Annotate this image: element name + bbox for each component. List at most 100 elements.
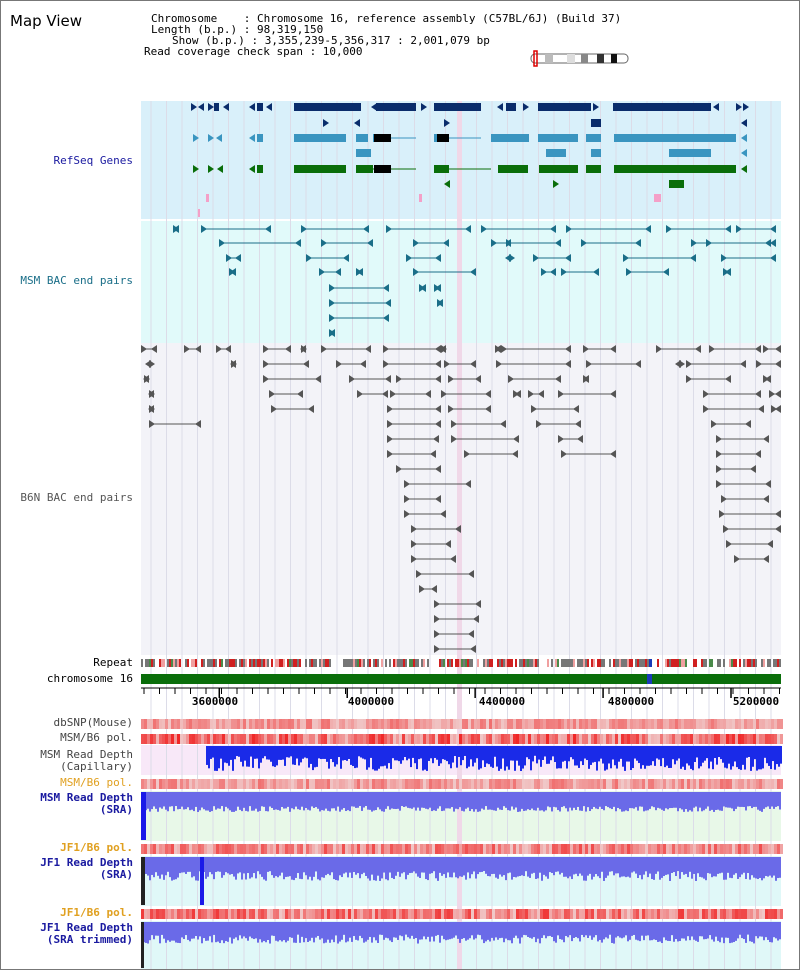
jf1-trim-depth-bar (239, 922, 241, 936)
jf1-b6-pol-heat (171, 909, 174, 919)
msm-sra-depth-bar (443, 792, 445, 811)
jf1-b6-pol-heat (249, 909, 252, 919)
jf1-sra-depth-bar (341, 857, 343, 878)
jf1-b6-pol-heat (477, 909, 480, 919)
msm-bac-pair (721, 254, 727, 262)
repeat-segment (745, 659, 747, 667)
msm-cap-depth-bar (590, 746, 592, 765)
jf1-b6-pol-heat (555, 844, 558, 854)
refseq-gene (376, 103, 416, 111)
jf1-b6-pol-heat (282, 909, 285, 919)
msm-sra-depth-bar (503, 792, 505, 807)
jf1-sra-depth-bar (373, 857, 375, 881)
msm-sra-depth-bar (603, 792, 605, 811)
msm-b6-pol-heat (354, 734, 357, 744)
msm-b6-pol-heat (474, 734, 477, 744)
dbsnp-heat (429, 719, 432, 729)
msm-cap-depth-bar (324, 746, 326, 759)
msm-sra-depth-bar (523, 792, 525, 811)
jf1-trim-depth-bar (397, 922, 399, 940)
jf1-sra-depth-bar (445, 857, 447, 878)
msm-b6-pol-heat (417, 779, 420, 789)
jf1-b6-pol-heat (573, 844, 576, 854)
repeat-segment (647, 659, 649, 667)
jf1-sra-depth-bar (497, 857, 499, 879)
jf1-sra-depth-bar (381, 857, 383, 879)
msm-b6-pol-heat (552, 734, 555, 744)
msm-b6-pol-heat (381, 779, 384, 789)
jf1-b6-pol-heat (537, 844, 540, 854)
repeat-segment (161, 659, 163, 667)
msm-cap-depth-bar (380, 746, 382, 767)
msm-sra-depth-bar (335, 792, 337, 811)
jf1-trim-depth-bar (313, 922, 315, 943)
msm-b6-pol-heat (282, 734, 285, 744)
repeat-segment (423, 659, 425, 667)
jf1-sra-depth-bar (319, 857, 321, 881)
msm-cap-depth-bar (470, 746, 472, 760)
msm-b6-pol-heat (315, 779, 318, 789)
jf1-trim-depth-bar (437, 922, 439, 935)
jf1-b6-pol-heat (258, 909, 261, 919)
jf1-sra-depth-bar (245, 857, 247, 880)
jf1-b6-pol-heat (186, 844, 189, 854)
jf1-trim-depth-bar (331, 922, 333, 940)
jf1-sra-depth-bar (215, 857, 217, 872)
msm-b6-pol-heat (345, 734, 348, 744)
msm-b6-pol-heat (204, 734, 207, 744)
msm-b6-pol-heat (714, 734, 717, 744)
jf1-b6-pol-heat (177, 844, 180, 854)
jf1-sra-depth-bar (359, 857, 361, 879)
msm-cap-depth-bar (278, 746, 280, 760)
jf1-trim-depth-bar (711, 922, 713, 940)
msm-b6-pol-heat (438, 734, 441, 744)
msm-b6-pol-heat (342, 779, 345, 789)
jf1-b6-pol-heat (399, 909, 402, 919)
jf1-sra-depth-bar (765, 857, 767, 876)
refseq-gene (421, 103, 427, 111)
jf1-sra-depth-bar (427, 857, 429, 881)
msm-b6-pol-heat (348, 734, 351, 744)
jf1-b6-pol-heat (639, 844, 642, 854)
jf1-b6-pol-heat (438, 844, 441, 854)
msm-cap-depth-bar (596, 746, 598, 771)
msm-b6-pol-heat (732, 734, 735, 744)
jf1-trim-depth-bar (683, 922, 685, 939)
b6n-bac-pair (225, 345, 231, 353)
msm-b6-pol-heat (369, 779, 372, 789)
msm-b6-pol-heat (183, 779, 186, 789)
repeat-segment (569, 659, 571, 667)
jf1-b6-pol-heat (546, 844, 549, 854)
msm-sra-depth-bar (153, 792, 155, 807)
msm-cap-depth-bar (302, 746, 304, 759)
refseq-gene (356, 149, 371, 157)
b6n-bac-pair (411, 525, 417, 533)
msm-b6-pol-heat (273, 734, 276, 744)
jf1-b6-pol-heat (447, 844, 450, 854)
msm-b6-pol-heat (654, 734, 657, 744)
dbsnp-heat (753, 719, 756, 729)
msm-cap-depth-bar (536, 746, 538, 764)
msm-sra-depth-bar (327, 792, 329, 811)
jf1-b6-pol-heat (234, 844, 237, 854)
b6n-bac-pair (387, 405, 393, 413)
jf1-b6-pol-heat (684, 909, 687, 919)
jf1-trim-depth-bar (253, 922, 255, 940)
dbsnp-heat (516, 719, 519, 729)
msm-b6-pol-heat (444, 734, 447, 744)
msm-b6-pol-heat (729, 734, 732, 744)
jf1-sra-depth-bar (577, 857, 579, 877)
msm-bac-pair (343, 254, 349, 262)
msm-b6-pol-heat (414, 779, 417, 789)
msm-b6-pol-heat (222, 734, 225, 744)
repeat-segment (187, 659, 189, 667)
b6n-bac-pair (435, 405, 441, 413)
jf1-trim-depth-bar (459, 922, 461, 943)
jf1-sra-depth-bar (625, 857, 627, 878)
label-jf1-b6-pol-2: JF1/B6 pol. (60, 906, 133, 919)
jf1-sra-depth-bar (717, 857, 719, 874)
jf1-trim-depth-bar (677, 922, 679, 942)
msm-cap-depth-bar (724, 746, 726, 768)
